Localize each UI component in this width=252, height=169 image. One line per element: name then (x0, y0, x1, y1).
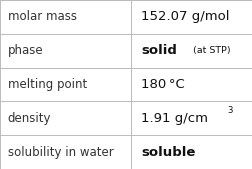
Text: 1.91 g/cm: 1.91 g/cm (141, 112, 208, 125)
Text: solid: solid (141, 44, 177, 57)
Text: phase: phase (8, 44, 43, 57)
Text: (at STP): (at STP) (187, 46, 231, 55)
Text: 180 °C: 180 °C (141, 78, 185, 91)
Text: soluble: soluble (141, 146, 196, 159)
Text: molar mass: molar mass (8, 10, 77, 23)
Text: 3: 3 (228, 106, 233, 115)
Text: melting point: melting point (8, 78, 87, 91)
Text: density: density (8, 112, 51, 125)
Text: solubility in water: solubility in water (8, 146, 113, 159)
Text: 152.07 g/mol: 152.07 g/mol (141, 10, 230, 23)
